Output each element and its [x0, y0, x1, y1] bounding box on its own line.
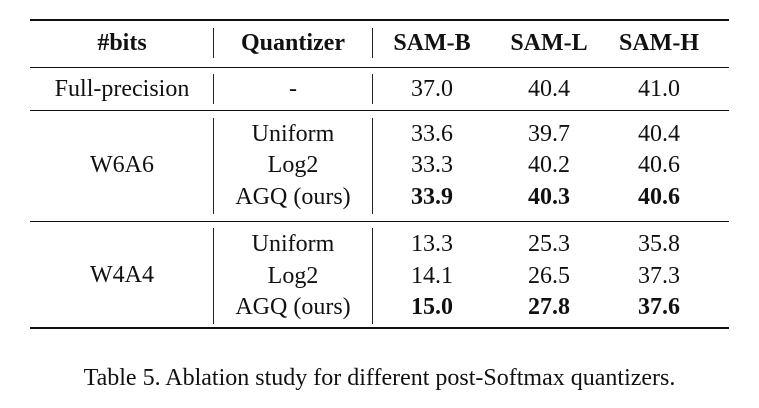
column-divider: [213, 228, 214, 324]
w4a4-agq-sam-l: 27.8: [528, 294, 570, 320]
column-divider: [213, 74, 214, 104]
column-divider: [213, 28, 214, 58]
column-divider: [372, 228, 373, 324]
w4a4-uniform-sam-l: 25.3: [528, 231, 570, 257]
w4a4-agq-quantizer: AGQ (ours): [235, 294, 351, 320]
column-divider: [372, 118, 373, 214]
header-quantizer: Quantizer: [241, 30, 345, 56]
header-sam-l: SAM-L: [510, 30, 588, 56]
w6a6-rule: [30, 221, 729, 222]
w6a6-log2-sam-l: 40.2: [528, 152, 570, 178]
w4a4-agq-sam-b: 15.0: [411, 294, 453, 320]
w6a6-log2-quantizer: Log2: [267, 152, 319, 178]
w6a6-uniform-quantizer: Uniform: [251, 121, 335, 147]
w4a4-log2-sam-l: 26.5: [528, 263, 570, 289]
header-sam-h: SAM-H: [619, 30, 699, 56]
w4a4-log2-sam-b: 14.1: [411, 263, 453, 289]
w4a4-log2-quantizer: Log2: [267, 263, 319, 289]
w6a6-agq-sam-l: 40.3: [528, 184, 570, 210]
table-caption: Table 5. Ablation study for different po…: [83, 365, 676, 391]
full-precision-quantizer: -: [289, 76, 297, 102]
bottom-rule: [30, 327, 729, 329]
header-bits: #bits: [97, 30, 147, 56]
w6a6-agq-sam-h: 40.6: [638, 184, 680, 210]
w4a4-uniform-sam-b: 13.3: [411, 231, 453, 257]
full-precision-rule: [30, 110, 729, 111]
w4a4-uniform-sam-h: 35.8: [638, 231, 680, 257]
w6a6-bits: W6A6: [90, 152, 154, 178]
w6a6-uniform-sam-b: 33.6: [411, 121, 453, 147]
w6a6-log2-sam-b: 33.3: [411, 152, 453, 178]
column-divider: [372, 74, 373, 104]
w4a4-log2-sam-h: 37.3: [638, 263, 680, 289]
top-rule: [30, 19, 729, 21]
w6a6-log2-sam-h: 40.6: [638, 152, 680, 178]
column-divider: [372, 28, 373, 58]
header-rule: [30, 67, 729, 68]
full-precision-sam-l: 40.4: [528, 76, 570, 102]
w4a4-bits: W4A4: [90, 262, 154, 288]
w6a6-uniform-sam-h: 40.4: [638, 121, 680, 147]
header-sam-b: SAM-B: [393, 30, 471, 56]
full-precision-sam-h: 41.0: [638, 76, 680, 102]
column-divider: [213, 118, 214, 214]
w4a4-uniform-quantizer: Uniform: [251, 231, 335, 257]
full-precision-sam-b: 37.0: [411, 76, 453, 102]
w4a4-agq-sam-h: 37.6: [638, 294, 680, 320]
w6a6-uniform-sam-l: 39.7: [528, 121, 570, 147]
full-precision-bits: Full-precision: [54, 76, 190, 102]
w6a6-agq-quantizer: AGQ (ours): [235, 184, 351, 210]
w6a6-agq-sam-b: 33.9: [411, 184, 453, 210]
